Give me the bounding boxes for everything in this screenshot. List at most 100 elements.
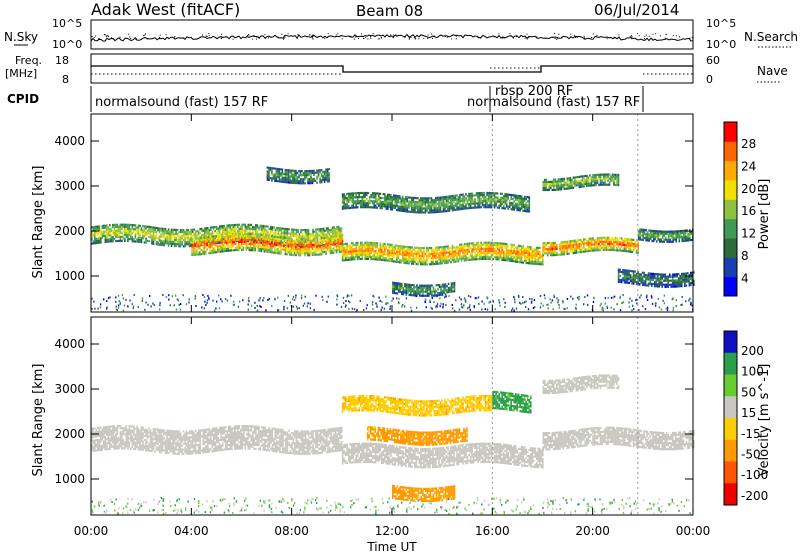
power-cell [526,251,529,255]
power-cell [329,252,332,255]
power-cell [435,260,437,263]
power-cell [468,244,470,247]
power-cell [268,174,270,177]
power-cell [204,238,207,241]
power-cell [299,182,302,185]
power-cell [298,241,301,244]
power-cell [406,204,409,207]
power-cell [355,252,357,255]
nsearch-point [337,33,339,35]
power-cell [496,196,499,199]
power-cell [517,194,520,198]
power-cell [198,251,201,254]
power-cell [326,176,329,179]
power-cell [417,205,419,208]
power-cell [244,223,247,226]
nsearch-point [297,34,299,36]
power-cell [411,290,414,293]
power-cell [405,253,407,257]
power-cell [444,245,446,248]
power-cell [393,246,395,249]
power-cell [106,240,108,243]
power-cell [622,243,624,246]
power-cell [271,230,274,233]
power-cell [274,232,277,235]
power-cell [475,250,478,253]
nsearch-point [556,38,558,40]
power-cell [367,247,369,250]
power-cell [443,287,445,290]
power-cell [416,284,418,287]
power-cell [423,259,425,262]
power-cell [98,229,101,232]
power-cell [304,244,306,247]
power-cell [328,233,331,236]
nsearch-point [195,38,197,40]
power-cell [453,290,456,293]
power-cell [203,233,206,236]
nsearch-point [691,37,693,39]
power-cell [244,238,246,241]
power-cell [526,210,529,213]
power-cell [195,243,198,246]
power-cell [401,282,403,285]
power-cell [113,238,116,241]
power-cell [248,234,251,237]
power-cell [258,234,260,237]
power-cell [272,177,275,180]
power-cell [414,294,417,297]
power-cell [457,260,460,263]
power-cell [451,201,454,204]
power-cell [221,244,223,247]
power-cell [244,242,246,245]
power-cell [212,237,214,240]
power-cell [184,231,186,234]
power-cell [620,241,623,244]
power-cell [547,188,549,192]
power-cell [578,249,581,252]
power-cell [446,285,448,288]
power-cell [484,251,487,254]
power-cell [402,257,404,260]
power-cell [257,233,260,236]
power-cell [583,177,585,180]
power-cell [495,202,497,205]
power-cell [220,227,222,230]
power-cell [430,197,433,200]
power-cell [592,178,594,181]
power-cell [254,237,257,240]
power-cell [200,240,202,244]
power-cell [439,262,442,265]
power-cell [280,236,282,239]
power-cell [553,250,555,253]
power-cell [355,247,357,251]
power-cell [484,243,487,246]
power-cell [185,243,188,246]
power-cell [196,234,198,237]
power-cell [387,205,389,208]
power-cell [301,170,303,173]
power-cell [550,184,552,187]
power-cell [325,238,327,241]
power-cell [574,184,576,187]
power-cell [559,249,561,252]
power-cell [247,234,249,237]
power-cell [352,206,354,209]
power-cell [232,239,234,242]
power-cell [490,204,493,207]
power-cell [460,249,463,252]
power-cell [436,262,439,265]
power-cell [489,206,491,209]
power-cell [445,259,448,262]
power-cell [291,234,293,237]
power-cell [271,247,273,250]
power-cell [417,263,419,266]
power-cell [335,247,338,250]
power-cell [559,188,561,191]
power-cell [415,258,418,262]
power-cell [505,257,508,260]
power-cell [388,255,391,258]
power-cell [517,207,520,210]
power-cell [417,288,420,291]
power-cell [398,286,400,289]
